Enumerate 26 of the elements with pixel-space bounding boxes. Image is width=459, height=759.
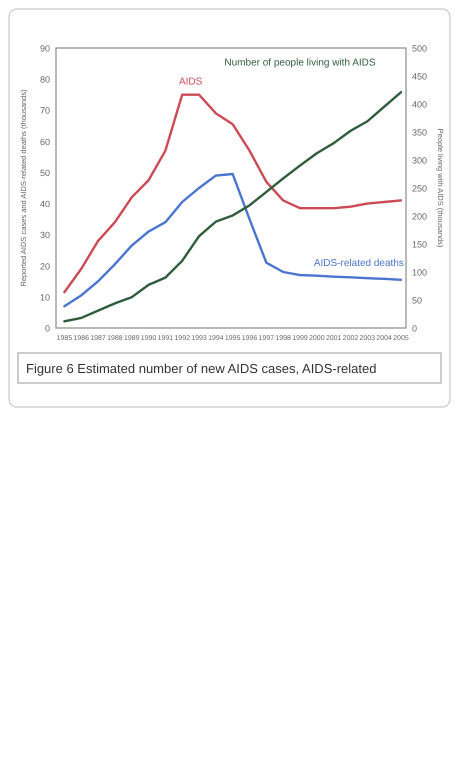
y2-tick-label: 300 [412, 156, 428, 166]
y-tick-label: 50 [40, 168, 50, 178]
y-tick-label: 40 [40, 199, 50, 210]
y2-tick-label: 500 [412, 44, 428, 54]
series-label: AIDS [178, 76, 203, 88]
y-tick-label: 30 [40, 230, 50, 240]
y-tick-label: 10 [40, 292, 50, 302]
y-tick-label: 60 [40, 136, 50, 147]
y2-tick-label: 150 [412, 240, 428, 250]
series-label: AIDS-related deaths [314, 258, 404, 269]
y2-tick-label: 400 [412, 100, 428, 110]
y-tick-label: 80 [40, 74, 50, 85]
y-tick-label: 0 [44, 324, 50, 334]
y2-tick-label: 50 [412, 296, 422, 306]
line-series [63, 172, 402, 308]
text: Figure 6 Estimated number of new AIDS cases, AIDS-related [26, 361, 376, 376]
y2-tick-label: 100 [412, 268, 428, 278]
y-tick-label: 70 [40, 106, 50, 116]
y2-tick-label: 200 [412, 212, 428, 222]
y-tick-label: 20 [40, 261, 50, 272]
text: Number of people living with AIDS [224, 58, 376, 69]
y-tick-label: 90 [40, 44, 50, 54]
y2-tick-label: 0 [412, 324, 418, 334]
y2-tick-label: 450 [412, 72, 428, 82]
y2-tick-label: 350 [412, 128, 428, 138]
y2-tick-label: 250 [412, 184, 428, 194]
